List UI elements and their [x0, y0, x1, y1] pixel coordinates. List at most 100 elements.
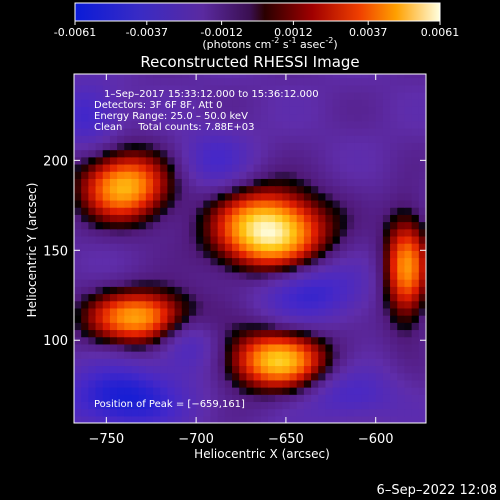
heatmap-cell	[260, 394, 269, 403]
heatmap-cell	[181, 235, 190, 244]
heatmap-cell	[145, 343, 154, 352]
heatmap-cell	[382, 156, 391, 165]
heatmap-cell	[346, 163, 355, 172]
heatmap-cell	[361, 243, 370, 251]
heatmap-cell	[361, 149, 370, 158]
heatmap-cell	[131, 264, 140, 273]
heatmap-cell	[95, 171, 104, 179]
heatmap-cell	[88, 264, 97, 273]
heatmap-cell	[224, 271, 233, 280]
heatmap-cell	[390, 228, 398, 237]
heatmap-cell	[138, 329, 147, 338]
heatmap-cell	[275, 84, 283, 93]
heatmap-cell	[124, 214, 133, 223]
heatmap-cell	[74, 120, 82, 129]
heatmap-cell	[181, 243, 190, 251]
heatmap-cell	[138, 271, 147, 280]
heatmap-cell	[232, 401, 240, 410]
heatmap-cell	[88, 250, 97, 259]
heatmap-cell	[325, 178, 334, 187]
heatmap-cell	[267, 358, 276, 367]
heatmap-cell	[109, 127, 118, 136]
heatmap-cell	[210, 379, 219, 388]
heatmap-cell	[102, 365, 111, 374]
heatmap-cell	[210, 322, 219, 331]
heatmap-cell	[153, 300, 161, 309]
heatmap-cell	[203, 307, 212, 316]
heatmap-cell	[88, 408, 97, 417]
heatmap-cell	[253, 250, 262, 259]
heatmap-cell	[81, 365, 89, 374]
heatmap-cell	[282, 207, 291, 215]
heatmap-cell	[109, 279, 118, 287]
heatmap-cell	[339, 379, 348, 388]
heatmap-cell	[232, 271, 240, 280]
heatmap-cell	[332, 113, 341, 122]
heatmap-cell	[102, 235, 111, 244]
heatmap-cell	[411, 120, 420, 129]
heatmap-cell	[203, 127, 212, 136]
heatmap-cell	[390, 192, 398, 201]
heatmap-cell	[368, 250, 377, 259]
heatmap-cell	[210, 336, 219, 345]
heatmap-cell	[275, 257, 283, 266]
heatmap-cell	[138, 135, 147, 143]
heatmap-cell	[390, 264, 398, 273]
heatmap-cell	[332, 214, 341, 223]
heatmap-cell	[260, 387, 269, 395]
heatmap-cell	[267, 286, 276, 295]
heatmap-cell	[282, 221, 291, 230]
heatmap-cell	[210, 142, 219, 151]
heatmap-cell	[404, 264, 413, 273]
heatmap-cell	[124, 228, 133, 237]
heatmap-cell	[397, 113, 406, 122]
heatmap-cell	[296, 135, 305, 143]
heatmap-cell	[390, 358, 398, 367]
heatmap-cell	[411, 149, 420, 158]
heatmap-cell	[196, 84, 204, 93]
heatmap-cell	[311, 387, 319, 395]
heatmap-cell	[131, 192, 140, 201]
heatmap-cell	[339, 293, 348, 302]
heatmap-cell	[217, 178, 226, 187]
heatmap-cell	[217, 293, 226, 302]
heatmap-cell	[332, 343, 341, 352]
heatmap-cell	[282, 401, 291, 410]
heatmap-cell	[339, 358, 348, 367]
heatmap-cell	[382, 394, 391, 403]
heatmap-cell	[339, 221, 348, 230]
heatmap-cell	[210, 99, 219, 107]
heatmap-cell	[145, 163, 154, 172]
heatmap-cell	[346, 257, 355, 266]
heatmap-cell	[390, 199, 398, 208]
heatmap-cell	[74, 185, 82, 194]
heatmap-cell	[232, 351, 240, 359]
heatmap-cell	[74, 315, 82, 323]
heatmap-cell	[418, 415, 426, 423]
heatmap-cell	[318, 365, 327, 374]
heatmap-cell	[296, 149, 305, 158]
heatmap-cell	[404, 156, 413, 165]
heatmap-cell	[81, 408, 89, 417]
heatmap-cell	[368, 257, 377, 266]
heatmap-cell	[404, 336, 413, 345]
heatmap-cell	[153, 279, 161, 287]
heatmap-cell	[397, 142, 406, 151]
x-axis-label: Heliocentric X (arcsec)	[194, 447, 330, 461]
heatmap-cell	[275, 336, 283, 345]
heatmap-cell	[397, 293, 406, 302]
heatmap-cell	[109, 264, 118, 273]
heatmap-cell	[124, 106, 133, 115]
heatmap-cell	[167, 329, 176, 338]
heatmap-cell	[260, 257, 269, 266]
heatmap-cell	[153, 250, 161, 259]
heatmap-cell	[361, 207, 370, 215]
heatmap-cell	[232, 106, 240, 115]
heatmap-cell	[325, 250, 334, 259]
heatmap-cell	[390, 372, 398, 381]
heatmap-cell	[74, 221, 82, 230]
heatmap-cell	[246, 343, 255, 352]
heatmap-cell	[181, 279, 190, 287]
heatmap-cell	[203, 257, 212, 266]
heatmap-cell	[196, 307, 204, 316]
